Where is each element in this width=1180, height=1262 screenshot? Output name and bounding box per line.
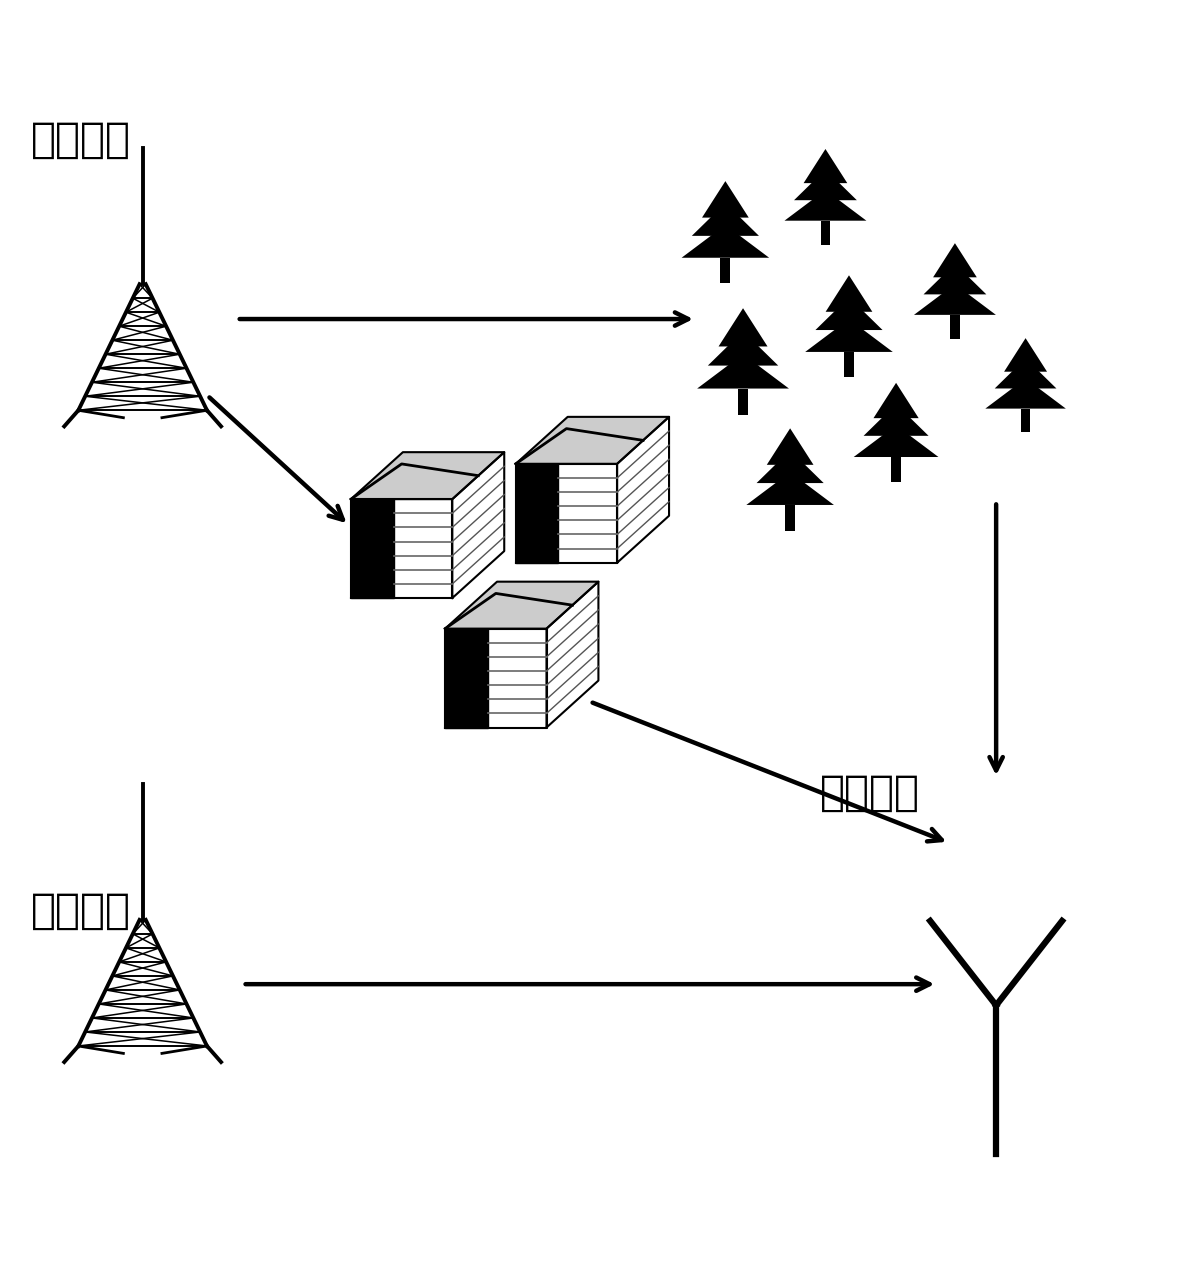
Polygon shape xyxy=(350,500,394,598)
Polygon shape xyxy=(702,182,749,217)
Polygon shape xyxy=(719,308,767,347)
Polygon shape xyxy=(933,244,977,278)
Polygon shape xyxy=(924,264,986,294)
Polygon shape xyxy=(995,358,1056,389)
Polygon shape xyxy=(950,314,959,338)
Text: 接收信号: 接收信号 xyxy=(820,772,919,814)
Polygon shape xyxy=(826,275,872,312)
Polygon shape xyxy=(720,257,730,283)
Polygon shape xyxy=(350,500,452,598)
Polygon shape xyxy=(697,355,789,389)
Polygon shape xyxy=(864,404,929,435)
Polygon shape xyxy=(794,169,857,201)
Polygon shape xyxy=(516,464,617,563)
Polygon shape xyxy=(820,221,831,245)
Polygon shape xyxy=(738,389,748,415)
Polygon shape xyxy=(914,284,996,314)
Polygon shape xyxy=(445,628,546,727)
Polygon shape xyxy=(985,379,1066,409)
Polygon shape xyxy=(756,451,824,483)
Polygon shape xyxy=(815,297,883,331)
Polygon shape xyxy=(445,628,487,727)
Polygon shape xyxy=(785,191,866,221)
Polygon shape xyxy=(350,452,504,500)
Text: 干扰信号: 干扰信号 xyxy=(31,890,131,933)
Polygon shape xyxy=(546,582,598,727)
Polygon shape xyxy=(1021,409,1030,432)
Polygon shape xyxy=(617,416,669,563)
Polygon shape xyxy=(805,319,893,352)
Polygon shape xyxy=(844,352,854,377)
Polygon shape xyxy=(804,149,847,183)
Text: 期望信号: 期望信号 xyxy=(31,119,131,162)
Polygon shape xyxy=(708,331,779,366)
Polygon shape xyxy=(767,428,813,464)
Polygon shape xyxy=(746,472,834,505)
Polygon shape xyxy=(853,425,938,457)
Polygon shape xyxy=(516,464,558,563)
Polygon shape xyxy=(785,505,795,530)
Polygon shape xyxy=(516,416,669,464)
Polygon shape xyxy=(682,225,769,257)
Polygon shape xyxy=(873,382,919,418)
Polygon shape xyxy=(1004,338,1047,372)
Polygon shape xyxy=(445,582,598,628)
Polygon shape xyxy=(891,457,902,482)
Polygon shape xyxy=(452,452,504,598)
Polygon shape xyxy=(691,203,759,236)
